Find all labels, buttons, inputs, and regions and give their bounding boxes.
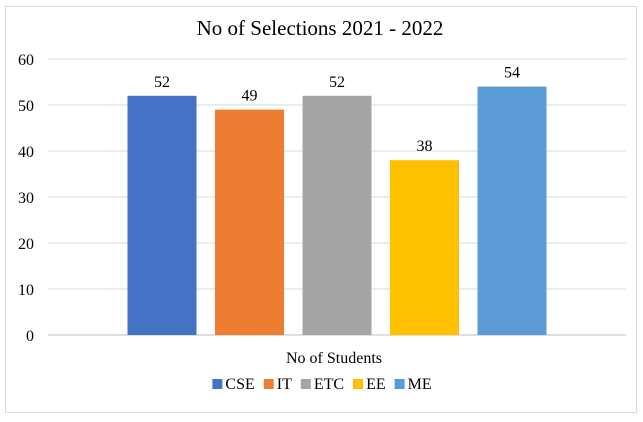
legend-label-cse: CSE	[225, 376, 254, 393]
data-label-ee: 38	[417, 138, 433, 155]
bars	[127, 86, 547, 335]
bar-it	[215, 109, 284, 335]
y-tick-label-60: 60	[18, 52, 34, 69]
data-label-etc: 52	[329, 74, 345, 91]
y-tick-label-10: 10	[18, 282, 34, 299]
legend-swatch-me	[394, 379, 405, 389]
legend-label-me: ME	[408, 376, 432, 393]
legend-label-it: IT	[277, 376, 292, 393]
legend-swatch-cse	[212, 379, 223, 389]
y-tick-label-20: 20	[18, 236, 34, 253]
data-label-cse: 52	[154, 74, 170, 91]
bar-etc	[302, 95, 372, 335]
legend-swatch-it	[263, 379, 274, 389]
y-tick-label-0: 0	[26, 328, 34, 345]
legend-item-cse: CSE	[212, 376, 255, 393]
y-axis-ticks: 0 10 20 30 40 50 60	[18, 52, 34, 345]
chart-title: No of Selections 2021 - 2022	[197, 16, 444, 40]
legend-item-etc: ETC	[300, 376, 344, 393]
data-labels: 52 49 52 38 54	[154, 65, 520, 156]
data-label-me: 54	[504, 65, 520, 82]
legend-item-me: ME	[394, 376, 432, 393]
legend-swatch-etc	[300, 379, 311, 389]
bar-cse	[127, 95, 197, 335]
y-tick-label-50: 50	[18, 98, 34, 115]
legend-item-ee: EE	[353, 376, 386, 393]
legend-swatch-ee	[353, 379, 364, 389]
legend-label-etc: ETC	[314, 376, 344, 393]
bar-ee	[390, 160, 459, 335]
data-label-it: 49	[242, 88, 258, 105]
bar-me	[477, 86, 547, 335]
x-axis-label: No of Students	[286, 350, 382, 367]
legend: CSE IT ETC EE ME	[212, 376, 432, 393]
y-tick-label-40: 40	[18, 144, 34, 161]
legend-item-it: IT	[263, 376, 292, 393]
y-tick-label-30: 30	[18, 190, 34, 207]
legend-label-ee: EE	[366, 376, 386, 393]
